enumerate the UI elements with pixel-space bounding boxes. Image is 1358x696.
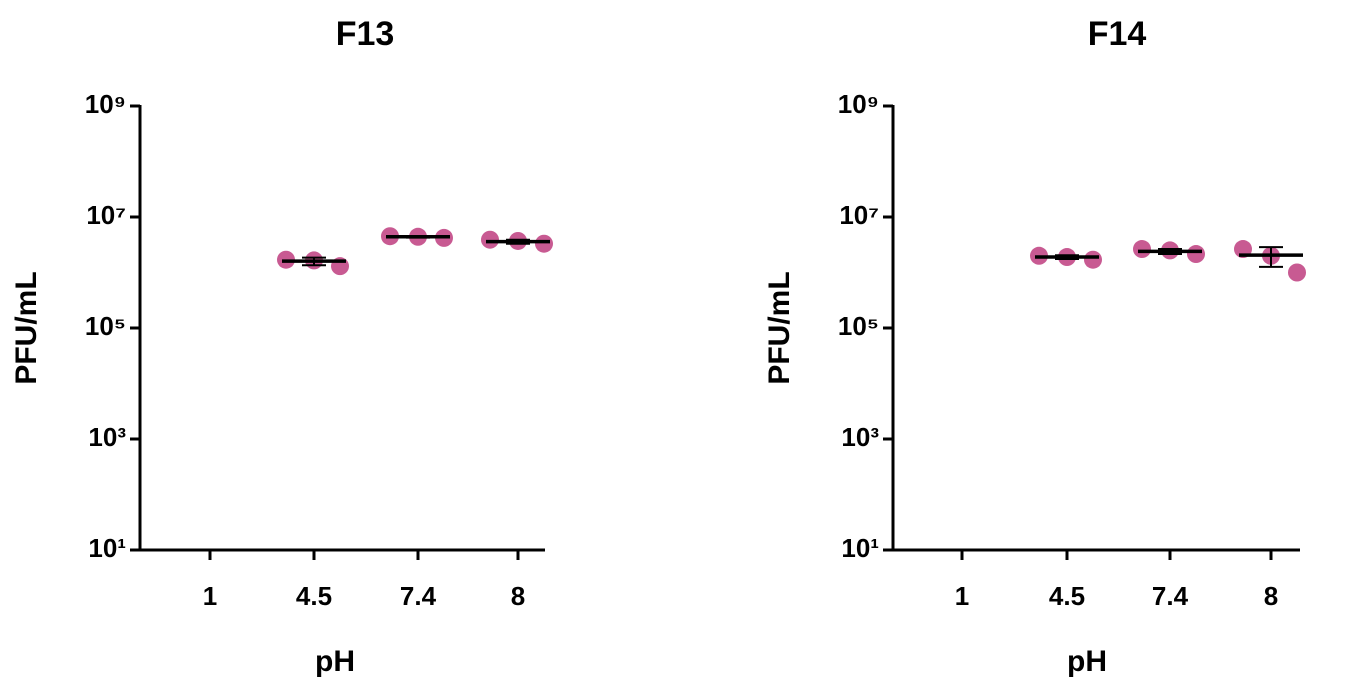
- y-tick-label: 10³: [841, 422, 879, 452]
- y-tick-label: 10⁹: [85, 89, 126, 119]
- data-point: [1133, 240, 1151, 259]
- chart-title: F14: [1088, 15, 1147, 53]
- y-tick-label: 10⁵: [85, 311, 126, 341]
- error-bar: [1259, 246, 1283, 268]
- x-tick-label: 1: [955, 581, 969, 611]
- x-tick-label: 7.4: [400, 581, 437, 611]
- y-axis-label: PFU/mL: [763, 271, 796, 384]
- data-point: [481, 230, 499, 249]
- x-tick-label: 4.5: [296, 581, 332, 611]
- data-point: [535, 234, 553, 253]
- y-axis-label: PFU/mL: [10, 271, 43, 384]
- x-tick-label: 8: [511, 581, 525, 611]
- x-tick-label: 8: [1264, 581, 1278, 611]
- y-tick-label: 10¹: [88, 533, 126, 563]
- x-tick-label: 4.5: [1049, 581, 1085, 611]
- y-tick-label: 10³: [88, 422, 126, 452]
- y-tick-label: 10⁵: [838, 311, 879, 341]
- y-tick-label: 10⁹: [838, 89, 879, 119]
- y-tick-label: 10¹: [841, 533, 879, 563]
- data-point: [1187, 245, 1205, 264]
- chart-title: F13: [336, 15, 395, 53]
- y-tick-label: 10⁷: [839, 200, 879, 230]
- x-axis-label: pH: [1067, 645, 1107, 678]
- y-tick-label: 10⁷: [86, 200, 126, 230]
- panel: F14 pH PFU/mL 10¹ 10³ 10⁵ 10⁷ 10⁹ 1 4.5 7.4 8: [763, 15, 1306, 678]
- data-point: [1084, 250, 1102, 269]
- x-axis-label: pH: [315, 645, 355, 678]
- panel: F13 pH PFU/mL 10¹ 10³ 10⁵ 10⁷ 10⁹ 1 4.5 7.4 8: [10, 15, 553, 678]
- x-tick-label: 1: [203, 581, 217, 611]
- data-point: [1288, 263, 1306, 282]
- x-tick-label: 7.4: [1152, 581, 1189, 611]
